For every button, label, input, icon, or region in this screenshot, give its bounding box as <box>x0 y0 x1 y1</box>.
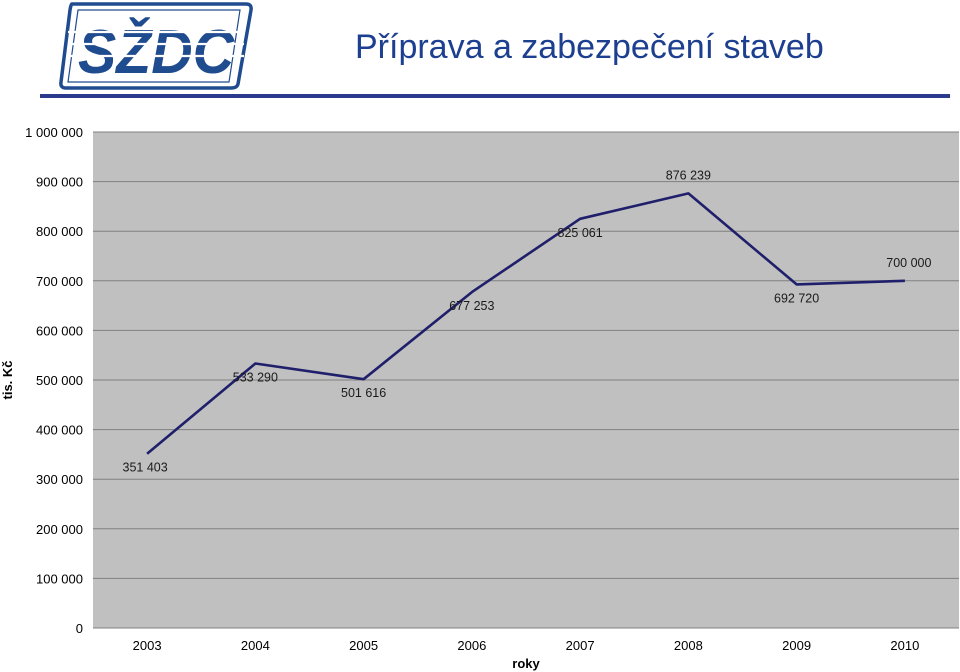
x-tick-label: 2005 <box>349 638 378 653</box>
x-tick-labels: 2003 2004 2005 2006 2007 2008 2009 2010 <box>133 638 920 653</box>
y-tick-label: 900 000 <box>36 175 83 190</box>
y-tick-label: 100 000 <box>36 571 83 586</box>
y-tick-label: 600 000 <box>36 323 83 338</box>
x-tick-label: 2008 <box>674 638 703 653</box>
data-label: 351 403 <box>123 461 168 475</box>
y-tick-label: 200 000 <box>36 522 83 537</box>
y-tick-label: 400 000 <box>36 423 83 438</box>
header-divider <box>40 94 950 98</box>
series-line <box>146 192 905 455</box>
y-tick-label: 300 000 <box>36 472 83 487</box>
series-line-group <box>146 192 905 455</box>
y-axis-title: tis. Kč <box>0 360 15 399</box>
data-labels: 351 403 533 290 501 616 677 253 825 061 876 2… <box>123 168 932 474</box>
y-tick-label: 1 000 000 <box>25 125 83 140</box>
y-tick-label: 700 000 <box>36 274 83 289</box>
y-tick-label: 0 <box>76 621 83 636</box>
data-label: 825 061 <box>558 226 603 240</box>
y-tick-labels: 0 100 000 200 000 300 000 400 000 500 000 600 … <box>25 125 83 636</box>
x-tick-label: 2004 <box>241 638 270 653</box>
gridlines <box>93 131 959 629</box>
y-tick-label: 500 000 <box>36 373 83 388</box>
data-label: 677 253 <box>449 299 494 313</box>
data-label: 876 239 <box>666 168 711 182</box>
svg-text:SŽDC: SŽDC <box>78 18 235 87</box>
data-label: 700 000 <box>886 256 931 270</box>
y-tick-label: 800 000 <box>36 224 83 239</box>
x-tick-label: 2003 <box>133 638 162 653</box>
x-axis-title: roky <box>512 656 540 671</box>
data-label: 692 720 <box>774 291 819 305</box>
szdc-logo: SŽDC <box>59 2 253 90</box>
page-title: Příprava a zabezpečení staveb <box>355 28 824 66</box>
x-tick-label: 2009 <box>782 638 811 653</box>
x-tick-label: 2006 <box>457 638 486 653</box>
x-tick-label: 2010 <box>890 638 919 653</box>
x-tick-label: 2007 <box>566 638 595 653</box>
data-label: 501 616 <box>341 386 386 400</box>
data-label: 533 290 <box>233 370 278 384</box>
